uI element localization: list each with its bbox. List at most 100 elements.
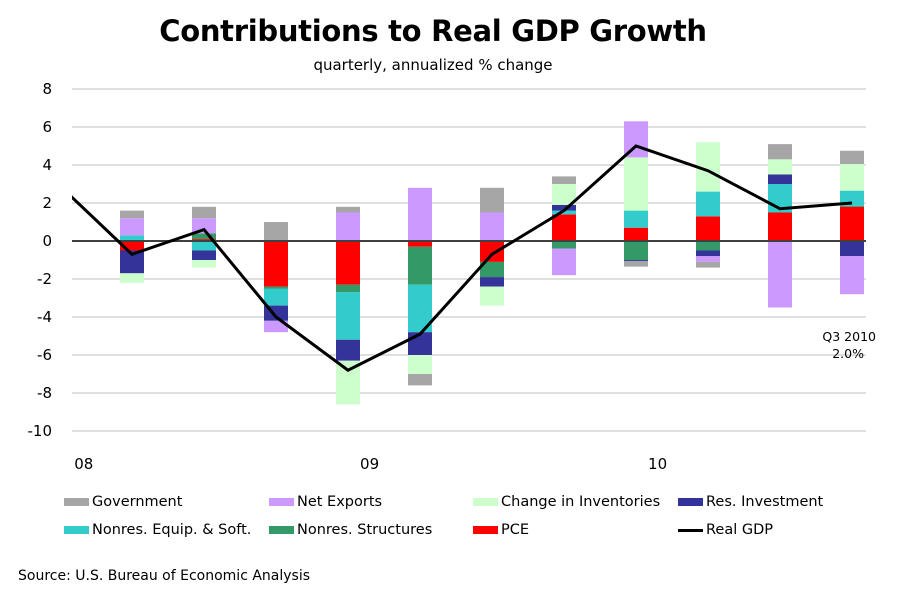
bar-segment xyxy=(840,206,864,241)
bar-segment xyxy=(480,261,504,278)
bar-stack xyxy=(264,222,288,333)
legend-item: Change in Inventories xyxy=(473,494,660,510)
bar-segment xyxy=(336,292,360,340)
bar-segment xyxy=(624,157,648,211)
bar-segment xyxy=(624,210,648,228)
bar-segment xyxy=(408,246,432,285)
bar-segment xyxy=(552,214,576,241)
legend-label: Net Exports xyxy=(297,494,383,510)
legend-item: Nonres. Structures xyxy=(269,522,432,538)
legend-item: Res. Investment xyxy=(678,494,823,510)
bar-stack xyxy=(480,187,504,306)
bar-segment xyxy=(696,256,720,262)
y-tick-label: -6 xyxy=(37,346,52,364)
bar-stack xyxy=(552,176,576,276)
bar-segment xyxy=(192,241,216,251)
bar-segment xyxy=(696,216,720,241)
bar-segment xyxy=(120,250,144,274)
bar-segment xyxy=(408,241,432,247)
y-tick-label: 4 xyxy=(42,156,52,174)
bar-segment xyxy=(480,286,504,306)
legend-item: Nonres. Equip. & Soft. xyxy=(64,522,251,538)
y-tick-label: 0 xyxy=(42,232,52,250)
legend-label: Real GDP xyxy=(706,522,774,538)
bar-segment xyxy=(192,218,216,234)
bar-segment xyxy=(336,206,360,213)
bar-segment xyxy=(192,250,216,260)
bar-segment xyxy=(264,288,288,306)
bar-segment xyxy=(840,241,864,257)
bar-segment xyxy=(120,241,144,251)
bar-segment xyxy=(552,204,576,211)
annotation-quarter: Q3 2010 xyxy=(822,329,876,344)
bar-segment xyxy=(624,260,648,267)
source-note: Source: U.S. Bureau of Economic Analysis xyxy=(18,568,311,584)
bar-segment xyxy=(696,261,720,268)
bar-segment xyxy=(840,256,864,295)
legend-item: Government xyxy=(64,494,182,510)
bar-segment xyxy=(336,339,360,361)
y-tick-label: 2 xyxy=(42,194,52,212)
bar-stack xyxy=(696,142,720,268)
legend-color-swatch xyxy=(678,498,703,506)
legend-label: PCE xyxy=(501,522,530,538)
bar-segment xyxy=(840,164,864,191)
bar-segment xyxy=(768,174,792,184)
bar-stack xyxy=(624,121,648,267)
bar-stack xyxy=(840,150,864,295)
y-axis-ticks: 8 6 4 2 0 -2 -4 -6 -8 -10 xyxy=(28,80,53,440)
chart-subtitle: quarterly, annualized % change xyxy=(313,56,553,74)
annotation-value: 2.0% xyxy=(832,346,864,361)
bar-segment xyxy=(192,206,216,219)
bar-stack xyxy=(120,210,144,283)
latest-value-annotation: Q3 2010 2.0% xyxy=(822,329,876,361)
bar-segment xyxy=(552,248,576,276)
bar-segment xyxy=(192,233,216,240)
bar-segment xyxy=(696,241,720,251)
bar-segment xyxy=(264,241,288,287)
bar-segment xyxy=(408,355,432,374)
bar-segment xyxy=(408,187,432,241)
chart-title: Contributions to Real GDP Growth xyxy=(159,14,707,48)
bar-segment xyxy=(480,241,504,262)
bar-segment xyxy=(552,210,576,215)
legend-item: Net Exports xyxy=(269,494,382,510)
bar-segment xyxy=(120,273,144,283)
bar-segment xyxy=(408,374,432,386)
bar-segment xyxy=(120,235,144,241)
legend-line-swatch xyxy=(678,528,703,532)
y-tick-label: -4 xyxy=(37,308,52,326)
bar-segment xyxy=(336,284,360,293)
legend-label: Nonres. Equip. & Soft. xyxy=(92,522,252,538)
y-tick-label: -10 xyxy=(28,422,53,440)
bar-segment xyxy=(480,212,504,241)
bar-segment xyxy=(336,212,360,241)
gridlines xyxy=(72,88,866,432)
y-tick-label: -2 xyxy=(37,270,52,288)
bar-segment xyxy=(120,218,144,236)
legend-label: Nonres. Structures xyxy=(297,522,433,538)
stacked-bars xyxy=(120,121,864,405)
bar-segment xyxy=(552,241,576,249)
bar-segment xyxy=(840,150,864,165)
bar-segment xyxy=(840,205,864,207)
bar-stack xyxy=(336,206,360,405)
bar-segment xyxy=(768,144,792,160)
legend-color-swatch xyxy=(64,498,89,506)
bar-segment xyxy=(192,260,216,268)
bar-segment xyxy=(768,159,792,175)
legend-label: Change in Inventories xyxy=(501,494,661,510)
x-year-label: 09 xyxy=(360,455,379,473)
y-tick-label: -8 xyxy=(37,384,52,402)
bar-segment xyxy=(552,184,576,205)
legend-color-swatch xyxy=(269,498,294,506)
legend-color-swatch xyxy=(64,526,89,534)
bar-stack xyxy=(192,206,216,268)
bar-segment xyxy=(696,250,720,257)
bar-segment xyxy=(480,277,504,287)
bar-segment xyxy=(768,241,792,308)
legend-color-swatch xyxy=(269,526,294,534)
bar-segment xyxy=(624,260,648,261)
bar-segment xyxy=(552,176,576,184)
